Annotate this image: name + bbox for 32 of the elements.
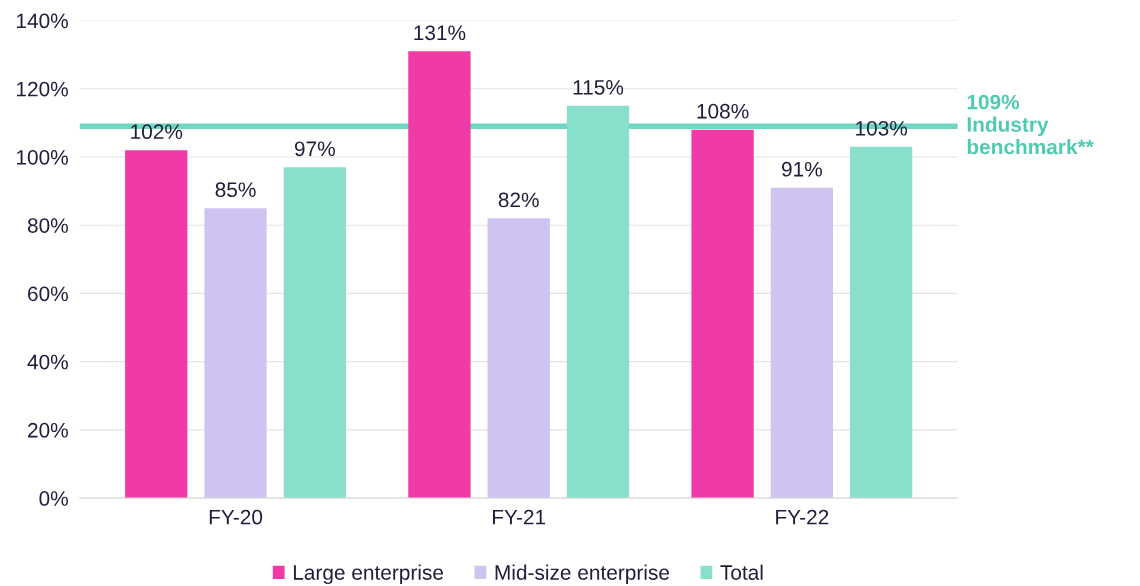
bar — [691, 129, 754, 499]
data-label: 91% — [781, 161, 822, 177]
data-label: 131% — [414, 25, 466, 41]
bar — [566, 105, 630, 499]
legend-label: Mid-size enterprise — [495, 564, 669, 585]
data-label: 103% — [856, 120, 908, 136]
y-tick-label: 0% — [39, 491, 68, 506]
ref-line-label: 109% Industry benchmark** — [967, 94, 1094, 155]
legend-label: Large enterprise — [293, 564, 444, 585]
bar — [125, 150, 188, 499]
data-label: 97% — [294, 141, 335, 157]
legend-label: Total — [720, 564, 763, 580]
bar — [770, 187, 834, 499]
bar — [204, 208, 267, 499]
y-tick-label: 60% — [28, 286, 68, 302]
y-tick-label: 80% — [27, 218, 68, 233]
bar — [283, 167, 346, 499]
x-tick-label: FY-21 — [493, 509, 546, 525]
bar — [850, 146, 913, 499]
data-label: 85% — [215, 182, 256, 198]
data-label: 108% — [697, 103, 749, 119]
y-tick-label: 140% — [17, 13, 68, 29]
data-label: 115% — [573, 80, 624, 95]
bar — [408, 51, 471, 499]
bar — [487, 218, 550, 499]
y-tick-label: 20% — [28, 422, 68, 438]
y-tick-label: 120% — [17, 81, 68, 97]
data-label: 82% — [498, 192, 539, 208]
x-tick-label: FY-22 — [776, 509, 829, 525]
y-tick-label: 40% — [27, 354, 68, 370]
y-tick-label: 100% — [17, 149, 68, 165]
x-tick-label: FY-20 — [209, 509, 263, 525]
